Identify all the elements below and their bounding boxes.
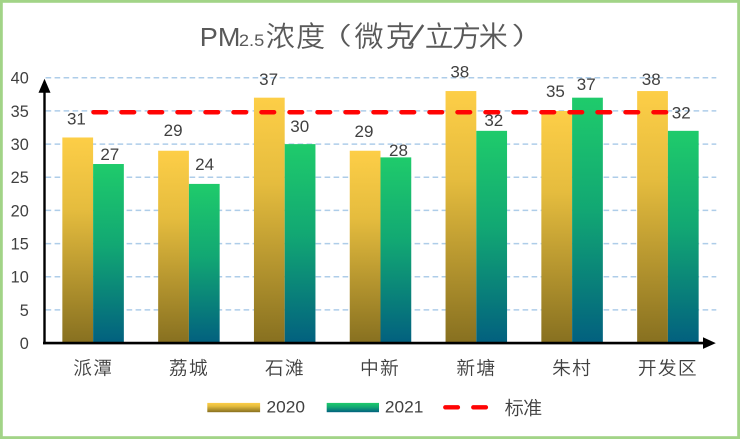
svg-text:10: 10	[11, 269, 29, 287]
svg-text:37: 37	[259, 70, 278, 89]
svg-text:28: 28	[389, 141, 408, 160]
svg-text:32: 32	[484, 111, 503, 130]
svg-text:38: 38	[642, 70, 661, 89]
svg-text:20: 20	[11, 202, 29, 220]
svg-text:2021: 2021	[385, 398, 424, 416]
svg-text:35: 35	[11, 103, 29, 121]
svg-text:35: 35	[546, 82, 565, 101]
svg-text:29: 29	[164, 121, 183, 140]
svg-text:25: 25	[11, 169, 29, 187]
svg-text:32: 32	[672, 104, 691, 123]
svg-text:30: 30	[290, 117, 309, 136]
svg-text:38: 38	[450, 63, 469, 82]
svg-text:24: 24	[195, 155, 214, 174]
svg-text:PM: PM	[200, 24, 241, 52]
svg-text:31: 31	[67, 109, 86, 128]
svg-text:15: 15	[11, 236, 29, 254]
svg-text:27: 27	[100, 145, 119, 164]
svg-text:30: 30	[11, 136, 29, 154]
svg-text:0: 0	[20, 335, 29, 353]
svg-text:40: 40	[11, 70, 29, 88]
svg-text:5: 5	[20, 302, 29, 320]
svg-text:2020: 2020	[267, 398, 306, 416]
svg-text:2.5: 2.5	[239, 32, 264, 50]
svg-text:29: 29	[355, 122, 374, 141]
svg-text:37: 37	[577, 75, 596, 94]
